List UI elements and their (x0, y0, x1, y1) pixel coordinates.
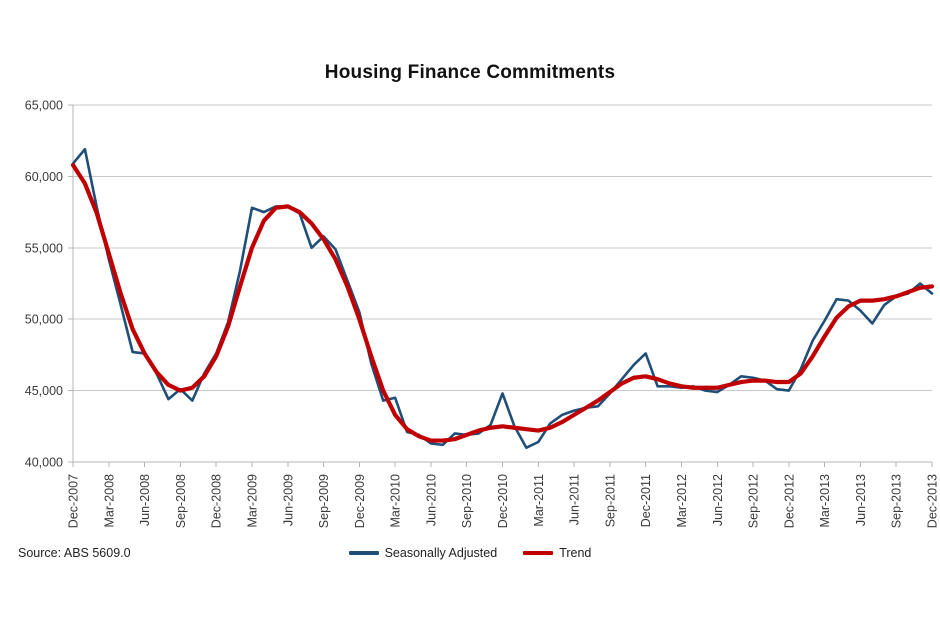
legend-label: Trend (559, 546, 592, 560)
x-tick-label: Mar-2010 (389, 474, 403, 528)
series-line-trend (70, 162, 935, 443)
x-tick-label: Dec-2013 (926, 474, 940, 528)
y-tick-label: 60,000 (25, 170, 63, 184)
x-tick-label: Mar-2009 (245, 474, 259, 528)
x-tick-label: Jun-2013 (854, 474, 868, 526)
x-tick-label: Sep-2010 (460, 474, 474, 528)
y-tick-label: 50,000 (25, 313, 63, 327)
y-tick-label: 55,000 (25, 241, 63, 255)
legend-item[interactable]: Trend (523, 546, 591, 560)
gridlines (73, 104, 932, 463)
x-tick-label: Dec-2008 (210, 474, 224, 528)
y-axis: 40,000 45,000 50,000 55,000 60,000 65,000 (25, 99, 74, 470)
x-tick-label: Dec-2010 (496, 474, 510, 528)
data-series (70, 147, 935, 450)
y-tick-label: 65,000 (25, 99, 63, 113)
x-tick-label: Mar-2012 (675, 474, 689, 528)
x-tick-label: Jun-2010 (424, 474, 438, 526)
x-tick-label: Dec-2011 (639, 474, 653, 527)
x-tick-label: Jun-2009 (281, 474, 295, 526)
x-tick-label: Sep-2013 (890, 474, 904, 528)
x-tick-label: Dec-2012 (782, 474, 796, 528)
legend-item[interactable]: Seasonally Adjusted (348, 546, 498, 560)
legend-swatch-icon (348, 551, 379, 555)
x-tick-label: Mar-2008 (102, 474, 116, 528)
x-tick-label: Sep-2011 (603, 474, 617, 527)
series-line-seasonally-adjusted (71, 147, 934, 450)
x-tick-label: Sep-2009 (317, 474, 331, 528)
y-tick-label: 45,000 (25, 384, 63, 398)
chart-title: Housing Finance Commitments (324, 62, 616, 83)
legend-swatch-icon (523, 551, 554, 555)
legend-label: Seasonally Adjusted (384, 546, 498, 560)
x-tick-label: Mar-2013 (818, 474, 832, 528)
x-tick-label: Mar-2011 (532, 474, 546, 527)
y-tick-label: 40,000 (25, 456, 63, 470)
x-tick-label: Jun-2008 (138, 474, 152, 526)
x-tick-label: Sep-2012 (747, 474, 761, 528)
source-note: Source: ABS 5609.0 (18, 546, 131, 560)
x-tick-label: Sep-2008 (174, 474, 188, 528)
chart-legend: Seasonally Adjusted Trend (0, 546, 940, 560)
x-tick-label: Jun-2011 (568, 474, 582, 525)
x-tick-label: Dec-2009 (353, 474, 367, 528)
chart-plot-area: 40,000 45,000 50,000 55,000 60,000 65,000 Dec… (25, 99, 940, 529)
x-tick-label: Dec-2007 (67, 474, 81, 528)
x-axis: Dec-2007 Mar-2008 Jun-2008 Sep-2008 Dec-2008… (67, 461, 940, 528)
x-tick-label: Jun-2012 (711, 474, 725, 526)
